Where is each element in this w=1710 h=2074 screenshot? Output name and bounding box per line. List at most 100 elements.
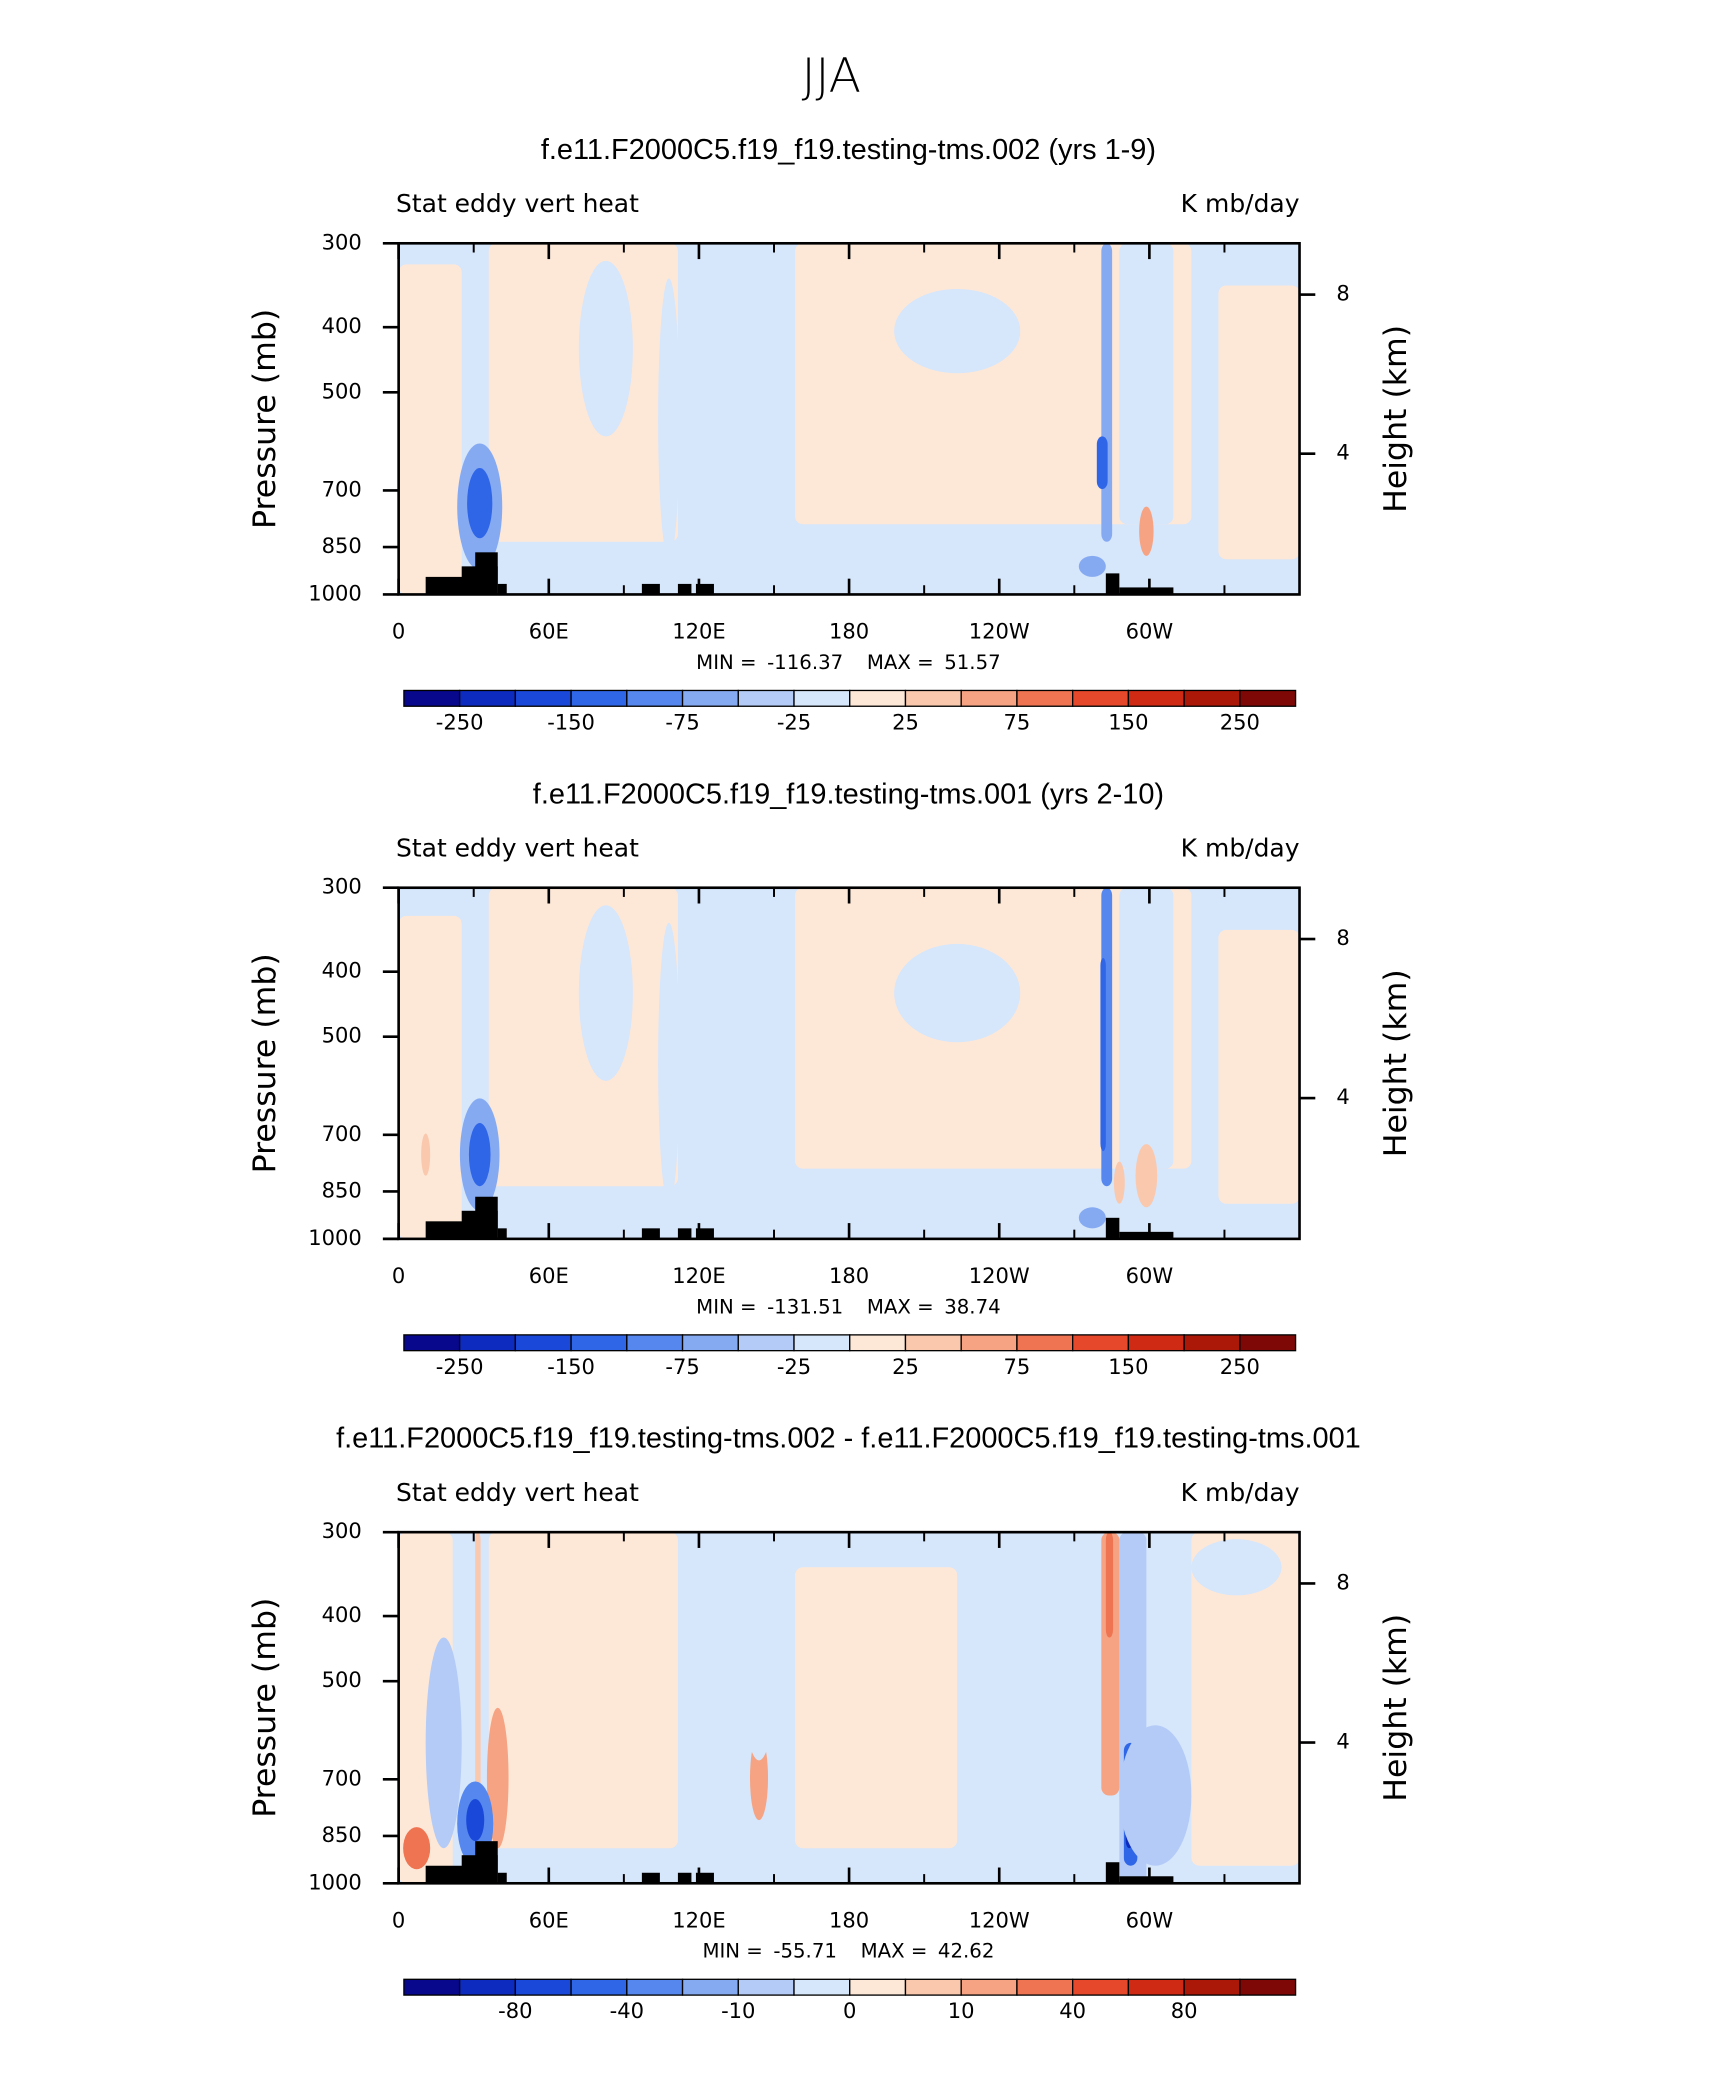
colorbar-label: 0 (843, 1998, 856, 2023)
colorbar-box (626, 689, 684, 707)
colorbar-label: 150 (1108, 1354, 1148, 1379)
colorbar-box (1016, 1978, 1074, 1996)
colorbar-label: 250 (1220, 709, 1260, 734)
colorbar-box (681, 1334, 739, 1352)
y-tick-label: 500 (322, 378, 362, 403)
y2-tick-label: 4 (1336, 1084, 1349, 1109)
contour-region (398, 915, 462, 1239)
colorbar-box (1016, 1334, 1074, 1352)
colorbar-box (570, 1334, 628, 1352)
colorbar-label: 150 (1108, 709, 1148, 734)
colorbar-box (1183, 1334, 1241, 1352)
topography (497, 1872, 507, 1884)
y2-axis-label: Height (km) (1378, 325, 1414, 513)
contour-region (425, 1637, 462, 1849)
y-tick-label: 700 (322, 476, 362, 501)
y2-tick-label: 8 (1336, 925, 1349, 950)
contour-region (578, 260, 633, 437)
x-tick-label: 60W (1126, 1907, 1174, 1932)
panel-title: f.e11.F2000C5.f19_f19.testing-tms.002 - … (336, 1423, 1361, 1455)
topography (1119, 1876, 1174, 1884)
colorbar-box (458, 1978, 517, 1996)
colorbar-box (681, 689, 739, 707)
contour-region (894, 943, 1021, 1043)
topography (1119, 587, 1174, 595)
contour-region (740, 905, 778, 1116)
max-value: 38.74 (944, 1295, 1000, 1318)
contour-region (1096, 436, 1108, 490)
x-tick-label: 180 (829, 619, 869, 644)
topography (1119, 1231, 1174, 1239)
topography (695, 583, 714, 595)
contour-region (658, 922, 680, 1204)
topography (475, 1841, 498, 1884)
x-tick-label: 60W (1126, 619, 1174, 644)
contour-region (1100, 957, 1106, 1152)
x-tick-label: 120E (672, 619, 725, 644)
max-label: MAX = (861, 1939, 928, 1962)
x-tick-label: 180 (829, 1263, 869, 1288)
colorbar-label: 75 (1004, 1354, 1031, 1379)
y2-axis-label: Height (km) (1378, 969, 1414, 1157)
colorbar-box (570, 689, 628, 707)
contour-field (398, 243, 1300, 595)
x-tick-label: 0 (392, 619, 405, 644)
contour-region (1191, 1532, 1300, 1866)
y2-tick-label: 4 (1336, 440, 1349, 465)
min-value: -131.51 (767, 1295, 843, 1318)
topography (475, 1196, 498, 1239)
contour-region (1101, 243, 1113, 542)
min-max: MIN = -116.37 MAX = 51.57 (696, 650, 1000, 673)
contour-region (398, 264, 462, 595)
max-label: MAX = (867, 1295, 934, 1318)
contour-region (1113, 1161, 1125, 1204)
x-tick-label: 180 (829, 1907, 869, 1932)
contour-region (1078, 555, 1106, 577)
min-value: -116.37 (767, 650, 843, 673)
min-label: MIN = (702, 1939, 762, 1962)
y-tick-label: 300 (322, 1518, 362, 1543)
colorbar-box (793, 1978, 851, 1996)
contour-region (1139, 506, 1154, 556)
min-label: MIN = (696, 650, 756, 673)
topography (1105, 1217, 1120, 1239)
y-tick-label: 300 (322, 229, 362, 254)
contour-region (1119, 1725, 1192, 1866)
colorbar-box (737, 1334, 795, 1352)
contour-region (740, 1549, 778, 1761)
colorbar-box (1239, 689, 1297, 707)
subtitle-left: Stat eddy vert heat (396, 1478, 639, 1507)
min-label: MIN = (696, 1295, 756, 1318)
y-axis-label: Pressure (mb) (247, 309, 283, 529)
panel-title: f.e11.F2000C5.f19_f19.testing-tms.001 (y… (533, 778, 1164, 810)
contour-region (468, 1122, 491, 1187)
contour-region (894, 288, 1021, 374)
x-tick-label: 60E (529, 619, 569, 644)
colorbar-box (514, 1334, 572, 1352)
colorbar-box (849, 1978, 907, 1996)
colorbar-box (514, 689, 572, 707)
topography (695, 1872, 714, 1884)
topography (641, 583, 660, 595)
contour-region (1218, 929, 1300, 1204)
topography (1105, 573, 1120, 595)
contour-region (1119, 887, 1174, 1169)
y-tick-label: 400 (322, 958, 362, 983)
topography (677, 1872, 692, 1884)
x-tick-label: 0 (392, 1263, 405, 1288)
colorbar-box (570, 1978, 628, 1996)
contour-region (1218, 285, 1300, 560)
colorbar-label: -250 (436, 709, 484, 734)
subtitle-left: Stat eddy vert heat (396, 189, 639, 218)
colorbar-box (403, 1334, 461, 1352)
x-tick-label: 60W (1126, 1263, 1174, 1288)
colorbar-label: -250 (436, 1354, 484, 1379)
colorbar-box (1183, 689, 1241, 707)
colorbar-box (1183, 1978, 1241, 1996)
colorbar-box (1127, 1978, 1185, 1996)
min-max: MIN = -55.71 MAX = 42.62 (702, 1939, 994, 1962)
colorbar-box (403, 689, 461, 707)
contour-region (578, 905, 633, 1081)
